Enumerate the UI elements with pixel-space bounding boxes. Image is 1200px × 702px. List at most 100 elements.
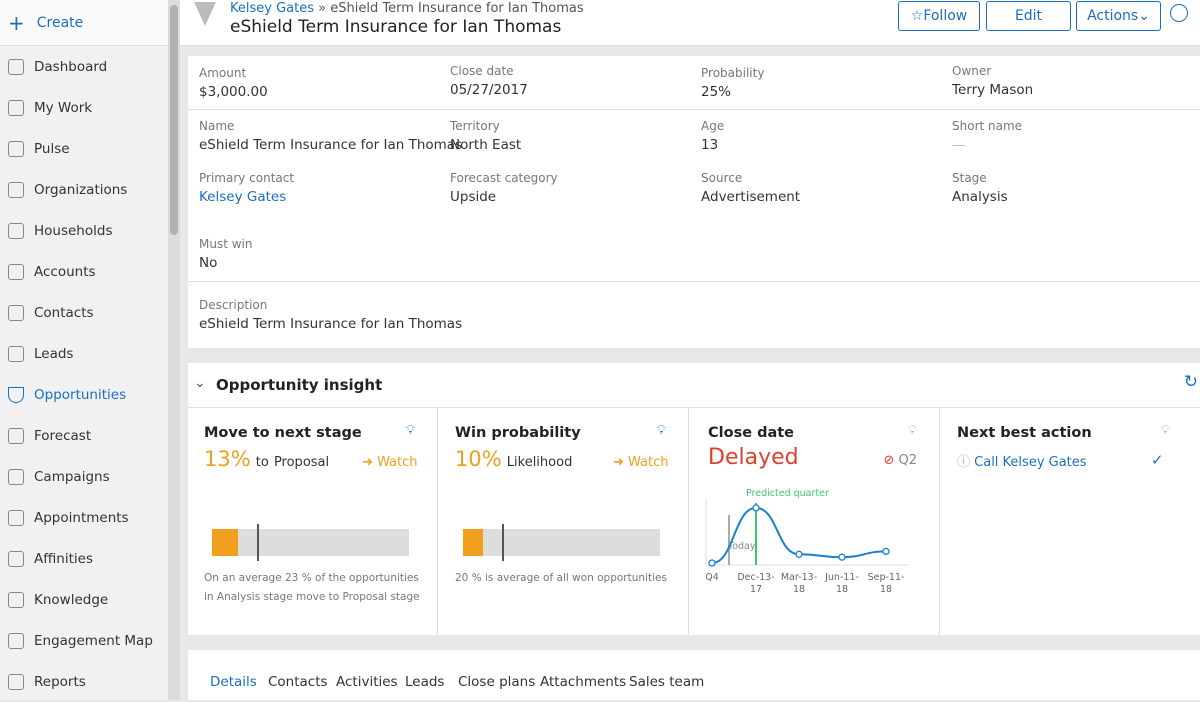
win-progress [463, 524, 660, 561]
close-date-chart: Predicted quarter Today Q4 Dec-13-17 Mar-1… [705, 488, 909, 595]
edit-button[interactable]: Edit [986, 1, 1071, 31]
field-close-date: Close date 05/27/2017 [450, 64, 528, 98]
insight-title: Opportunity insight [216, 376, 383, 394]
x-tick-label: Mar-13-18 [781, 572, 817, 595]
data-point [708, 559, 716, 567]
forecast-icon [8, 427, 24, 444]
magnet-icon [8, 550, 24, 567]
lightbulb-icon[interactable]: 💡︎ [907, 423, 917, 438]
field-stage: Stage Analysis [952, 171, 1008, 205]
progress-fill [212, 529, 238, 556]
close-date-tile: Close date 💡︎ Delayed ⊘ Q2 Predicted qua… [690, 407, 940, 635]
field-source: Source Advertisement [701, 171, 801, 205]
sidebar-item-opportunities[interactable]: Opportunities [0, 374, 168, 415]
primary-contact-link[interactable]: Kelsey Gates [199, 189, 287, 205]
sidebar-item-organizations[interactable]: Organizations [0, 169, 168, 210]
calendar-icon [8, 509, 24, 526]
data-point [882, 547, 890, 556]
data-point [795, 550, 803, 558]
sidebar-item-leads[interactable]: Leads [0, 333, 168, 374]
dashboard-icon [8, 58, 24, 75]
average-marker [502, 524, 505, 561]
lightbulb-icon[interactable]: 💡︎ [405, 423, 415, 438]
tab-details[interactable]: Details [210, 674, 257, 690]
pulse-icon [8, 140, 24, 157]
call-action-link[interactable]: ⓘ Call Kelsey Gates [957, 455, 1087, 470]
lightbulb-icon[interactable]: 💡︎ [1160, 423, 1170, 438]
today-label: Today [727, 541, 756, 552]
field-territory: Territory North East [450, 119, 522, 153]
globe-icon [8, 591, 24, 608]
next-stage-tile: Move to next stage 💡︎ 13% to Proposal ➜ … [188, 407, 438, 635]
watch-button[interactable]: ➜ Watch [613, 455, 669, 470]
funnel-icon [194, 2, 216, 26]
tab-sales-team[interactable]: Sales team [629, 674, 705, 690]
field-owner: Owner Terry Mason [952, 64, 1034, 98]
page-title: eShield Term Insurance for Ian Thomas [230, 17, 562, 37]
sidebar-item-affinities[interactable]: Affinities [0, 538, 168, 579]
reports-icon [8, 673, 24, 690]
predicted-quarter-label: Predicted quarter [746, 488, 829, 499]
watch-button[interactable]: ➜ Watch [362, 455, 418, 470]
insight-card: ⌄ Opportunity insight ↻ Move to next sta… [188, 363, 1200, 635]
x-tick-label: Jun-11-18 [824, 572, 859, 595]
lightbulb-icon[interactable]: 💡︎ [656, 423, 666, 438]
field-must-win: Must win No [199, 237, 253, 271]
tab-close-plans[interactable]: Close plans [458, 674, 536, 690]
field-primary-contact: Primary contact Kelsey Gates [199, 171, 295, 205]
tabs-bar [188, 650, 1200, 700]
tab-contacts[interactable]: Contacts [268, 674, 328, 690]
sidebar-item-contacts[interactable]: Contacts [0, 292, 168, 333]
field-short-name: Short name — [952, 119, 1023, 153]
star-icon: ☆ [910, 8, 924, 24]
delay-icon: ⊘ [883, 453, 895, 468]
sidebar-item-campaigns[interactable]: Campaigns [0, 456, 168, 497]
actions-button[interactable]: Actions ⌄ [1076, 1, 1161, 31]
sidebar-scrollbar[interactable] [168, 0, 180, 700]
tab-leads[interactable]: Leads [405, 674, 445, 690]
delayed-status: Delayed [708, 445, 799, 470]
sidebar-item-engagement-map[interactable]: Engagement Map [0, 620, 168, 661]
collapse-chevron-icon[interactable]: ⌄ [194, 375, 206, 391]
sidebar-item-dashboard[interactable]: Dashboard [0, 46, 168, 87]
sidebar-item-pulse[interactable]: Pulse [0, 128, 168, 169]
field-forecast-category: Forecast category Upside [450, 171, 558, 205]
follow-button[interactable]: ☆ Follow [898, 1, 980, 31]
next-stage-progress [212, 524, 409, 561]
tab-activities[interactable]: Activities [336, 674, 398, 690]
organizations-icon [8, 181, 24, 198]
chevron-down-icon: ⌄ [1138, 8, 1150, 24]
comment-icon[interactable] [1170, 4, 1188, 22]
tab-attachments[interactable]: Attachments [540, 674, 627, 690]
win-probability-tile: Win probability 💡︎ 10% Likelihood ➜ Watc… [439, 407, 689, 635]
header: Kelsey Gates » eShield Term Insurance fo… [180, 0, 1200, 46]
map-icon [8, 632, 24, 649]
progress-fill [463, 529, 483, 556]
sidebar-item-households[interactable]: Households [0, 210, 168, 251]
sidebar-item-appointments[interactable]: Appointments [0, 497, 168, 538]
campaigns-icon [8, 468, 24, 485]
data-point [752, 504, 760, 512]
sidebar-item-knowledge[interactable]: Knowledge [0, 579, 168, 620]
check-icon[interactable]: ✓ [1151, 451, 1164, 469]
refresh-icon[interactable]: ↻ [1183, 372, 1198, 392]
average-marker [257, 524, 260, 561]
field-name: Name eShield Term Insurance for Ian Thoma… [199, 119, 463, 153]
breadcrumb: Kelsey Gates » eShield Term Insurance fo… [230, 1, 584, 16]
sidebar-item-my-work[interactable]: My Work [0, 87, 168, 128]
breadcrumb-link[interactable]: Kelsey Gates [230, 1, 314, 16]
info-icon: ⓘ [957, 455, 971, 470]
sidebar-item-accounts[interactable]: Accounts [0, 251, 168, 292]
sidebar-item-reports[interactable]: Reports [0, 661, 168, 702]
scrollbar-thumb[interactable] [170, 5, 178, 235]
households-icon [8, 222, 24, 239]
contacts-icon [8, 304, 24, 321]
field-amount: Amount $3,000.00 [199, 66, 268, 100]
sidebar: + Create Dashboard My Work Pulse Organizatio… [0, 0, 168, 700]
field-description: Description eShield Term Insurance for Ia… [199, 298, 463, 332]
field-probability: Probability 25% [701, 66, 765, 100]
accounts-icon [8, 263, 24, 280]
sidebar-item-forecast[interactable]: Forecast [0, 415, 168, 456]
create-button[interactable]: + Create [0, 0, 168, 46]
details-card: Amount $3,000.00 Close date 05/27/2017 Pro… [188, 56, 1200, 348]
